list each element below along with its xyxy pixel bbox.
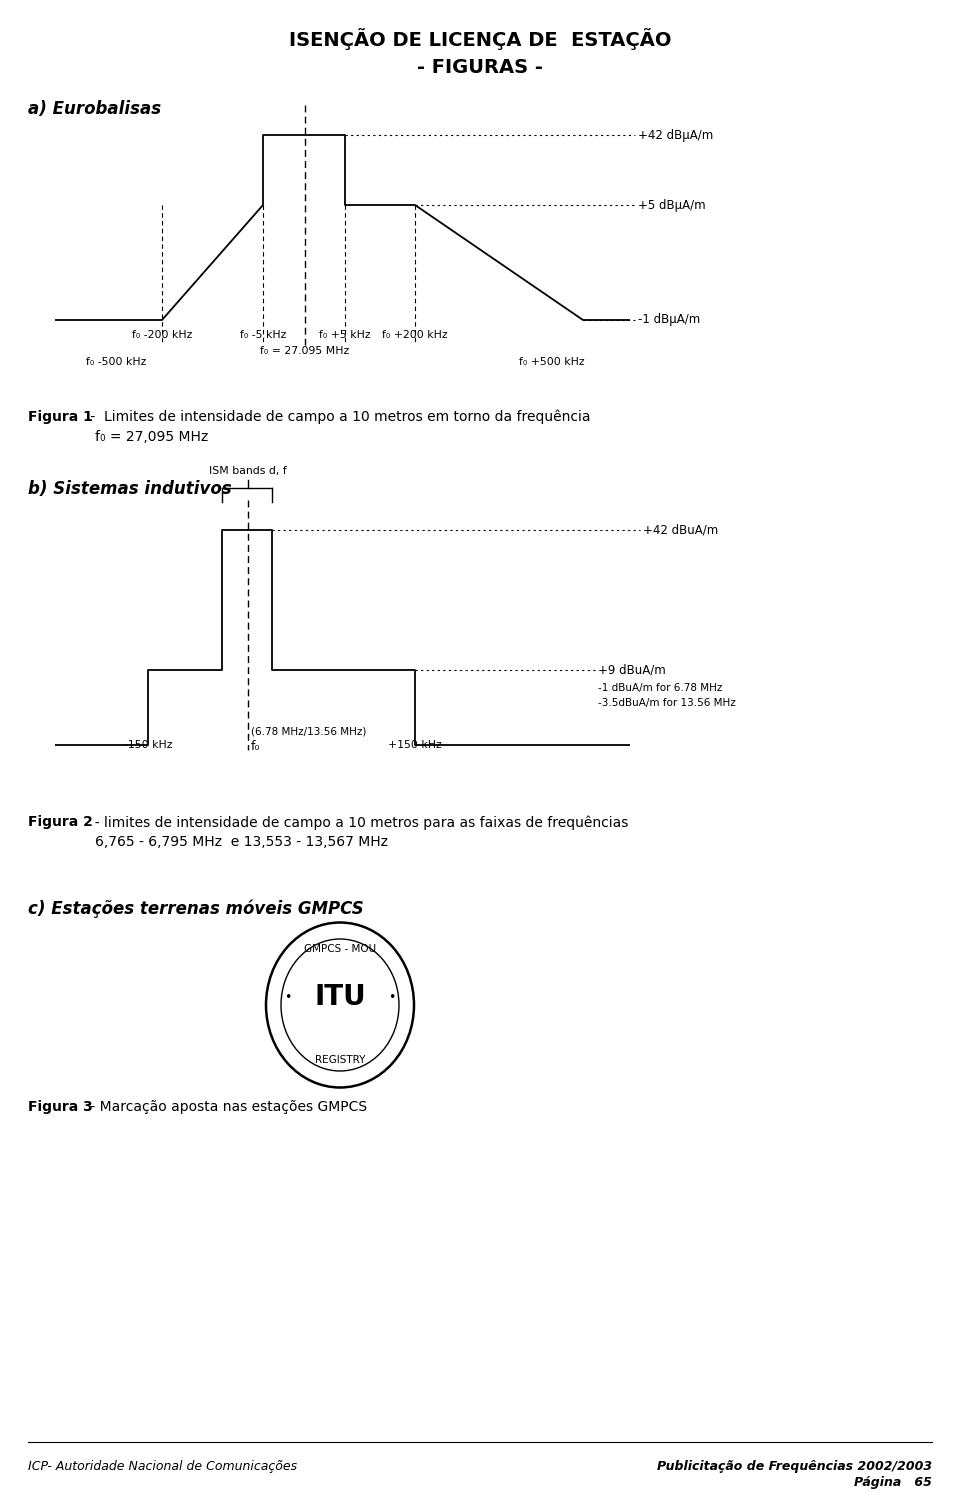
Text: +9 dBuA/m: +9 dBuA/m — [598, 664, 665, 676]
Text: f₀ +5 kHz: f₀ +5 kHz — [319, 330, 371, 340]
Text: ISM bands d, f: ISM bands d, f — [209, 466, 287, 476]
Text: c) Estações terrenas móveis GMPCS: c) Estações terrenas móveis GMPCS — [28, 900, 364, 919]
Text: -1 dBμA/m: -1 dBμA/m — [638, 313, 700, 327]
Text: -150 kHz: -150 kHz — [124, 740, 172, 750]
Text: 6,765 - 6,795 MHz  e 13,553 - 13,567 MHz: 6,765 - 6,795 MHz e 13,553 - 13,567 MHz — [95, 836, 388, 849]
Text: - Marcação aposta nas estações GMPCS: - Marcação aposta nas estações GMPCS — [86, 1100, 367, 1115]
Text: a) Eurobalisas: a) Eurobalisas — [28, 100, 161, 118]
Text: f₀ +500 kHz: f₀ +500 kHz — [519, 357, 585, 367]
Text: -1 dBuA/m for 6.78 MHz: -1 dBuA/m for 6.78 MHz — [598, 683, 722, 692]
Text: Figura 3: Figura 3 — [28, 1100, 93, 1115]
Text: - FIGURAS -: - FIGURAS - — [417, 58, 543, 78]
Text: f₀ +200 kHz: f₀ +200 kHz — [382, 330, 447, 340]
Text: ISENÇÃO DE LICENÇA DE  ESTAÇÃO: ISENÇÃO DE LICENÇA DE ESTAÇÃO — [289, 28, 671, 51]
Text: +150 kHz: +150 kHz — [388, 740, 442, 750]
Text: b) Sistemas indutivos: b) Sistemas indutivos — [28, 480, 231, 498]
Text: +42 dBuA/m: +42 dBuA/m — [643, 524, 718, 537]
Text: +42 dBμA/m: +42 dBμA/m — [638, 128, 713, 142]
Text: -3.5dBuA/m for 13.56 MHz: -3.5dBuA/m for 13.56 MHz — [598, 698, 735, 709]
Text: ITU: ITU — [314, 983, 366, 1012]
Text: - limites de intensidade de campo a 10 metros para as faixas de frequências: - limites de intensidade de campo a 10 m… — [86, 815, 629, 830]
Text: •: • — [388, 991, 396, 1004]
Text: f₀ = 27.095 MHz: f₀ = 27.095 MHz — [260, 346, 349, 357]
Text: f₀ -500 kHz: f₀ -500 kHz — [86, 357, 146, 367]
Text: f₀ = 27,095 MHz: f₀ = 27,095 MHz — [95, 430, 208, 445]
Text: f₀ -5 kHz: f₀ -5 kHz — [240, 330, 286, 340]
Text: ICP- Autoridade Nacional de Comunicações: ICP- Autoridade Nacional de Comunicações — [28, 1461, 298, 1473]
Text: -  Limites de intensidade de campo a 10 metros em torno da frequência: - Limites de intensidade de campo a 10 m… — [86, 410, 590, 425]
Text: (6.78 MHz/13.56 MHz): (6.78 MHz/13.56 MHz) — [251, 727, 367, 736]
Text: •: • — [284, 991, 292, 1004]
Text: Figura 1: Figura 1 — [28, 410, 93, 424]
Text: +5 dBμA/m: +5 dBμA/m — [638, 198, 706, 212]
Text: Publicitação de Frequências 2002/2003: Publicitação de Frequências 2002/2003 — [657, 1461, 932, 1473]
Text: Figura 2: Figura 2 — [28, 815, 93, 830]
Text: Página   65: Página 65 — [854, 1476, 932, 1489]
Text: GMPCS - MOU: GMPCS - MOU — [304, 944, 376, 953]
Text: REGISTRY: REGISTRY — [315, 1055, 365, 1065]
Text: f₀ -200 kHz: f₀ -200 kHz — [132, 330, 192, 340]
Text: f₀: f₀ — [251, 740, 260, 753]
